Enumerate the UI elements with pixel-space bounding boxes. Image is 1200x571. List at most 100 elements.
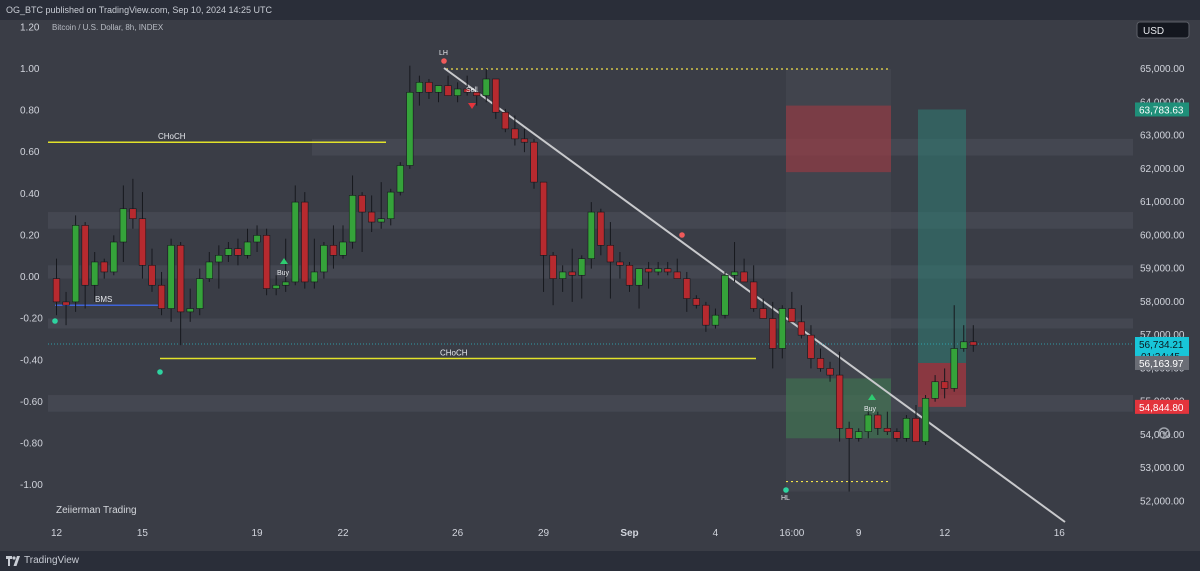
currency-button[interactable]: USD [1136, 21, 1190, 39]
candle [730, 242, 739, 282]
right-tick-label[interactable]: 54,000.00 [1140, 430, 1185, 441]
candle-body [492, 78, 500, 113]
candle [788, 291, 796, 323]
candle-body [711, 314, 720, 326]
time-tick-label[interactable]: 29 [538, 528, 550, 539]
time-tick-label[interactable]: 16 [1054, 528, 1066, 539]
candle [492, 78, 500, 119]
time-tick-label[interactable]: 12 [939, 528, 951, 539]
time-tick-label[interactable]: 16:00 [779, 528, 804, 539]
candle-body [157, 284, 166, 309]
candle-body [816, 358, 825, 369]
candle-body [568, 271, 576, 276]
right-tick-label[interactable]: 62,000.00 [1140, 164, 1185, 175]
candle-body [511, 128, 519, 140]
candle-body [129, 208, 137, 220]
left-tick-label: -0.80 [20, 439, 43, 450]
candle-body [501, 111, 509, 130]
right-axis[interactable]: 65,000.0064,000.0063,000.0062,000.0061,0… [1135, 64, 1189, 508]
time-tick-label[interactable]: 9 [856, 528, 862, 539]
left-axis: 1.20 1.00 0.80 0.60 0.40 0.20 0.00 -0.20 -0.40 -0… [20, 22, 43, 491]
candle-body [549, 255, 557, 279]
candle [692, 295, 700, 309]
candle [463, 75, 471, 96]
left-tick-label: 0.00 [20, 272, 40, 283]
markers-layer: LH Sell Buy Buy HL [52, 50, 877, 502]
candle [969, 325, 977, 352]
candle-body [797, 321, 805, 336]
candle-body [625, 264, 634, 286]
time-tick-label[interactable]: Sep [620, 528, 638, 539]
candle-body [272, 284, 280, 289]
candle [406, 65, 414, 169]
candle [816, 348, 825, 372]
candle [301, 192, 309, 289]
candle-body [406, 91, 414, 166]
candle-body [301, 201, 309, 283]
left-tick-label: 1.20 [20, 22, 40, 33]
candle-body [702, 304, 710, 326]
candle [625, 261, 634, 292]
candle [874, 411, 882, 435]
right-tick-label[interactable]: 61,000.00 [1140, 197, 1185, 208]
sell-arrow-icon [468, 103, 476, 109]
candle [196, 268, 204, 316]
candle [291, 185, 299, 286]
hl-label: HL [781, 495, 790, 502]
candle-body [616, 261, 624, 266]
right-tick-label[interactable]: 57,000.00 [1140, 330, 1185, 341]
candle [501, 108, 509, 133]
candle-body [348, 195, 357, 243]
swing-low-dot [52, 318, 58, 324]
right-tick-label[interactable]: 52,000.00 [1140, 497, 1185, 508]
price-chart[interactable]: CHoCH BMS CHoCH LH Sell Buy Buy HL 1.20 1.00 0.8… [0, 20, 1200, 551]
candle [587, 202, 595, 269]
candle-body [473, 91, 481, 96]
time-tick-label[interactable]: 15 [137, 528, 149, 539]
choch-label-upper: CHoCH [158, 132, 186, 141]
right-tick-label[interactable]: 65,000.00 [1140, 64, 1185, 75]
candle [912, 405, 920, 442]
candle-body [931, 381, 939, 399]
tradingview-logo-icon [6, 556, 20, 566]
candle-body [186, 308, 194, 313]
time-tick-label[interactable]: 19 [251, 528, 263, 539]
right-tick-label[interactable]: 53,000.00 [1140, 463, 1185, 474]
candle [110, 235, 118, 276]
right-tick-label[interactable]: 63,000.00 [1140, 131, 1185, 142]
right-tick-label[interactable]: 60,000.00 [1140, 230, 1185, 241]
candle [329, 225, 338, 269]
right-tick-label[interactable]: 58,000.00 [1140, 297, 1185, 308]
time-tick-label[interactable]: 22 [337, 528, 349, 539]
candle [921, 395, 930, 445]
candle-body [807, 334, 815, 359]
candle-body [730, 271, 739, 276]
candle-body [683, 278, 691, 299]
candle [138, 192, 147, 279]
candle [81, 222, 89, 309]
candle [205, 251, 213, 282]
left-tick-label: 0.40 [20, 189, 40, 200]
time-tick-label[interactable]: 12 [51, 528, 63, 539]
candle [148, 248, 156, 292]
candle [262, 228, 271, 296]
candle-body [434, 85, 443, 93]
buy-label: Buy [864, 406, 877, 413]
candle [769, 301, 777, 369]
candle [358, 192, 366, 252]
buy-label: Buy [277, 270, 290, 277]
time-axis[interactable]: 12 15 19 22 26 29 Sep 4 16:00 9 12 16 [51, 528, 1065, 539]
settings-gear-icon[interactable] [1158, 427, 1170, 439]
price-badge[interactable]: 56,163.97 [1135, 355, 1189, 370]
time-tick-label[interactable]: 26 [452, 528, 464, 539]
price-badge[interactable]: 54,844.80 [1135, 399, 1189, 414]
candle-body [444, 85, 452, 96]
candle [578, 255, 586, 299]
candle [473, 88, 481, 106]
right-tick-label[interactable]: 59,000.00 [1140, 264, 1185, 275]
price-badge[interactable]: 63,783.63 [1135, 102, 1189, 117]
candle-body [91, 261, 99, 286]
currency-label: USD [1143, 26, 1164, 37]
candle-body [606, 245, 614, 263]
time-tick-label[interactable]: 4 [713, 528, 719, 539]
